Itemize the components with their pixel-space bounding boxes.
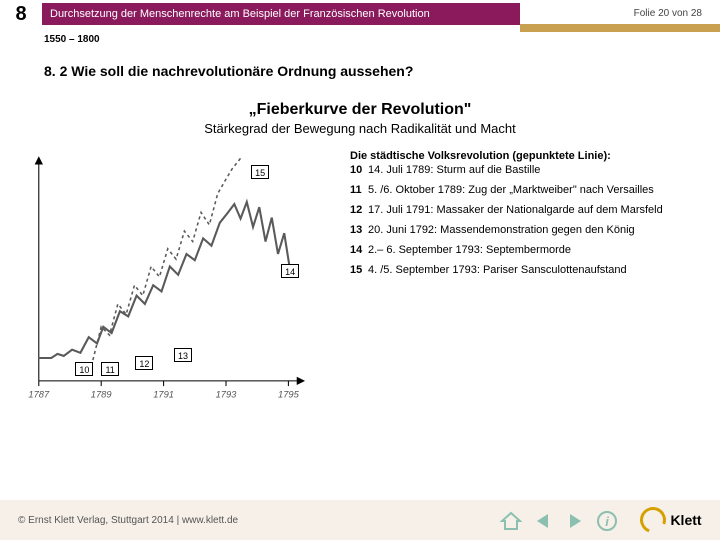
event-num: 11 <box>350 184 368 196</box>
event-row: 115. /6. Oktober 1789: Zug der „Marktwei… <box>350 184 700 196</box>
chart-title: „Fieberkurve der Revolution" <box>0 101 720 119</box>
event-row: 1217. Juli 1791: Massaker der Nationalga… <box>350 204 700 216</box>
accent-bar <box>520 24 720 32</box>
next-icon[interactable] <box>562 508 588 534</box>
logo-ring-icon <box>636 503 671 538</box>
marker-13: 13 <box>174 348 192 362</box>
event-text: 4. /5. September 1793: Pariser Sansculot… <box>368 264 700 276</box>
svg-text:1789: 1789 <box>91 390 112 400</box>
copyright: © Ernst Klett Verlag, Stuttgart 2014 | w… <box>18 515 238 526</box>
events-title: Die städtische Volksrevolution (gepunkte… <box>350 150 700 162</box>
event-text: 5. /6. Oktober 1789: Zug der „Marktweibe… <box>368 184 700 196</box>
page-number: Folie 20 von 28 <box>634 8 702 19</box>
event-text: 17. Juli 1791: Massaker der Nationalgard… <box>368 204 700 216</box>
marker-14: 14 <box>281 264 299 278</box>
content-area: 1787 1789 1791 1793 1795 10 11 12 13 14 15 Die st… <box>0 150 720 420</box>
chapter-number: 8 <box>0 3 42 26</box>
event-text: 2.– 6. September 1793: Septembermorde <box>368 244 700 256</box>
event-num: 12 <box>350 204 368 216</box>
title-bar: Durchsetzung der Menschenrechte am Beisp… <box>42 3 520 25</box>
title-text: Durchsetzung der Menschenrechte am Beisp… <box>50 8 430 20</box>
event-row: 1014. Juli 1789: Sturm auf die Bastille <box>350 164 700 176</box>
event-text: 20. Juni 1792: Massendemonstration gegen… <box>368 224 700 236</box>
home-icon[interactable] <box>498 508 524 534</box>
footer: © Ernst Klett Verlag, Stuttgart 2014 | w… <box>0 500 720 540</box>
chart-svg: 1787 1789 1791 1793 1795 <box>24 150 324 410</box>
event-num: 10 <box>350 164 368 176</box>
marker-15: 15 <box>251 165 269 179</box>
info-icon[interactable]: i <box>594 508 620 534</box>
svg-text:1787: 1787 <box>28 390 50 400</box>
event-row: 1320. Juni 1792: Massendemonstration geg… <box>350 224 700 236</box>
marker-12: 12 <box>135 356 153 370</box>
svg-text:1795: 1795 <box>278 390 300 400</box>
event-num: 14 <box>350 244 368 256</box>
marker-10: 10 <box>75 362 93 376</box>
event-text: 14. Juli 1789: Sturm auf die Bastille <box>368 164 700 176</box>
marker-11: 11 <box>101 362 119 376</box>
event-num: 13 <box>350 224 368 236</box>
publisher-logo: Klett <box>632 504 710 536</box>
section-heading: 8. 2 Wie soll die nachrevolutionäre Ordn… <box>44 63 720 79</box>
event-row: 142.– 6. September 1793: Septembermorde <box>350 244 700 256</box>
chart-subtitle: Stärkegrad der Bewegung nach Radikalität… <box>0 121 720 136</box>
events-list: Die städtische Volksrevolution (gepunkte… <box>350 150 700 284</box>
nav-icons: i <box>498 508 620 534</box>
svg-text:1793: 1793 <box>216 390 238 400</box>
date-range: 1550 – 1800 <box>44 34 720 45</box>
prev-icon[interactable] <box>530 508 556 534</box>
svg-text:i: i <box>605 514 609 529</box>
event-num: 15 <box>350 264 368 276</box>
logo-text: Klett <box>670 512 701 528</box>
svg-text:1791: 1791 <box>153 390 174 400</box>
chart-area: 1787 1789 1791 1793 1795 10 11 12 13 14 15 <box>24 150 324 410</box>
event-row: 154. /5. September 1793: Pariser Sanscul… <box>350 264 700 276</box>
